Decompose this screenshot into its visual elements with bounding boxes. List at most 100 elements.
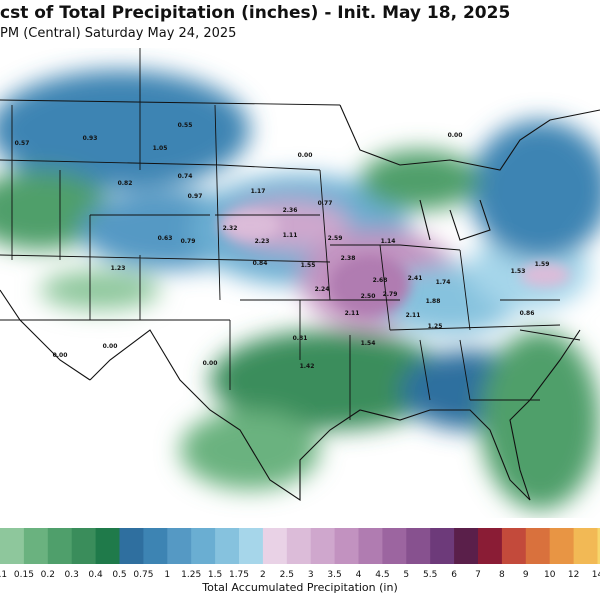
colorbar: 0.1 0.15 0.2 0.3 0.4 0.5 0.75 1 1.25 1.5 1.75 2 2.5 3…: [0, 528, 600, 580]
colorbar-label: 2: [260, 570, 266, 580]
station-value: 0.63: [158, 235, 173, 242]
station-value: 0.00: [448, 132, 463, 139]
colorbar-segment: [47, 528, 73, 564]
station-value: 0.00: [53, 352, 68, 359]
station-value: 1.54: [361, 340, 376, 347]
colorbar-label: 2.5: [280, 570, 294, 580]
station-value: 0.86: [520, 310, 535, 317]
colorbar-label: 5: [403, 570, 409, 580]
station-value: 1.55: [301, 262, 316, 269]
colorbar-label: 3.5: [327, 570, 341, 580]
station-value: 2.36: [283, 207, 298, 214]
station-value: 1.88: [426, 298, 441, 305]
station-values: 0.57 0.93 0.55 1.05 0.00 0.00 0.82 0.74 0.97 1.17…: [15, 122, 550, 370]
colorbar-label: 1.25: [181, 570, 201, 580]
colorbar-label: 0.3: [65, 570, 79, 580]
colorbar-segment: [597, 528, 600, 564]
colorbar-segment: [191, 528, 216, 564]
colorbar-label: 5.5: [423, 570, 437, 580]
colorbar-label: 4.5: [375, 570, 389, 580]
colorbar-label: 0.5: [112, 570, 126, 580]
colorbar-segment: [95, 528, 120, 564]
station-value: 2.59: [328, 235, 343, 242]
station-value: 2.11: [345, 310, 360, 317]
colorbar-segment: [382, 528, 407, 564]
station-value: 1.74: [436, 279, 451, 286]
colorbar-segment: [119, 528, 144, 564]
colorbar-label: 8: [499, 570, 505, 580]
station-value: 2.23: [255, 238, 270, 245]
station-value: 2.41: [408, 275, 423, 282]
colorbar-label: 0.1: [0, 570, 7, 580]
station-value: 2.68: [373, 277, 388, 284]
colorbar-title: Total Accumulated Precipitation (in): [201, 581, 398, 594]
map-title: cst of Total Precipitation (inches) - In…: [0, 3, 510, 23]
colorbar-segment: [549, 528, 575, 564]
station-value: 0.00: [298, 152, 313, 159]
colorbar-segment: [23, 528, 49, 564]
colorbar-segment: [143, 528, 168, 564]
station-value: 1.05: [153, 145, 168, 152]
station-value: 0.84: [253, 260, 268, 267]
colorbar-label: 9: [523, 570, 529, 580]
station-value: 0.79: [181, 238, 196, 245]
colorbar-label: 0.15: [14, 570, 34, 580]
colorbar-label: 3: [308, 570, 314, 580]
colorbar-segment: [262, 528, 288, 564]
colorbar-segment: [71, 528, 97, 564]
map-subtitle: PM (Central) Saturday May 24, 2025: [0, 26, 236, 41]
colorbar-segment: [334, 528, 359, 564]
station-value: 1.59: [535, 261, 550, 268]
colorbar-label: 1.75: [229, 570, 249, 580]
station-value: 0.97: [188, 193, 203, 200]
station-value: 0.82: [118, 180, 133, 187]
colorbar-label: 14: [592, 570, 600, 580]
colorbar-segment: [406, 528, 431, 564]
station-value: 2.50: [361, 293, 376, 300]
station-value: 2.38: [341, 255, 356, 262]
colorbar-segment: [239, 528, 264, 564]
station-value: 2.11: [406, 312, 421, 319]
colorbar-segment: [310, 528, 336, 564]
colorbar-label: 4: [356, 570, 362, 580]
colorbar-segment: [525, 528, 551, 564]
station-value: 2.32: [223, 225, 238, 232]
station-value: 1.25: [428, 323, 443, 330]
colorbar-label: 7: [475, 570, 481, 580]
colorbar-segment: [215, 528, 240, 564]
colorbar-segment: [430, 528, 455, 564]
colorbar-segment: [286, 528, 312, 564]
station-value: 0.74: [178, 173, 193, 180]
colorbar-label: 0.2: [41, 570, 55, 580]
station-value: 2.24: [315, 286, 330, 293]
colorbar-label: 6: [451, 570, 457, 580]
station-value: 1.23: [111, 265, 126, 272]
colorbar-label: 0.4: [88, 570, 103, 580]
colorbar-segment: [358, 528, 383, 564]
station-value: 1.53: [511, 268, 526, 275]
station-value: 2.79: [383, 291, 398, 298]
colorbar-segment: [501, 528, 527, 564]
colorbar-label: 1: [164, 570, 170, 580]
station-value: 0.55: [178, 122, 193, 129]
colorbar-label: 0.75: [133, 570, 153, 580]
station-value: 0.57: [15, 140, 30, 147]
station-value: 1.17: [251, 188, 266, 195]
station-value: 0.81: [293, 335, 308, 342]
station-value: 0.00: [203, 360, 218, 367]
station-value: 0.77: [318, 200, 333, 207]
precip-field: [0, 70, 600, 510]
boundaries: [0, 48, 600, 502]
colorbar-segment: [167, 528, 192, 564]
station-value: 0.00: [103, 343, 118, 350]
colorbar-segment: [0, 528, 25, 564]
station-value: 1.14: [381, 238, 396, 245]
colorbar-label: 1.5: [208, 570, 222, 580]
colorbar-label: 12: [568, 570, 579, 580]
colorbar-segment: [454, 528, 479, 564]
map-area: 0.57 0.93 0.55 1.05 0.00 0.00 0.82 0.74 0.97 1.17…: [0, 48, 600, 518]
colorbar-label: 10: [544, 570, 556, 580]
station-value: 0.93: [83, 135, 98, 142]
